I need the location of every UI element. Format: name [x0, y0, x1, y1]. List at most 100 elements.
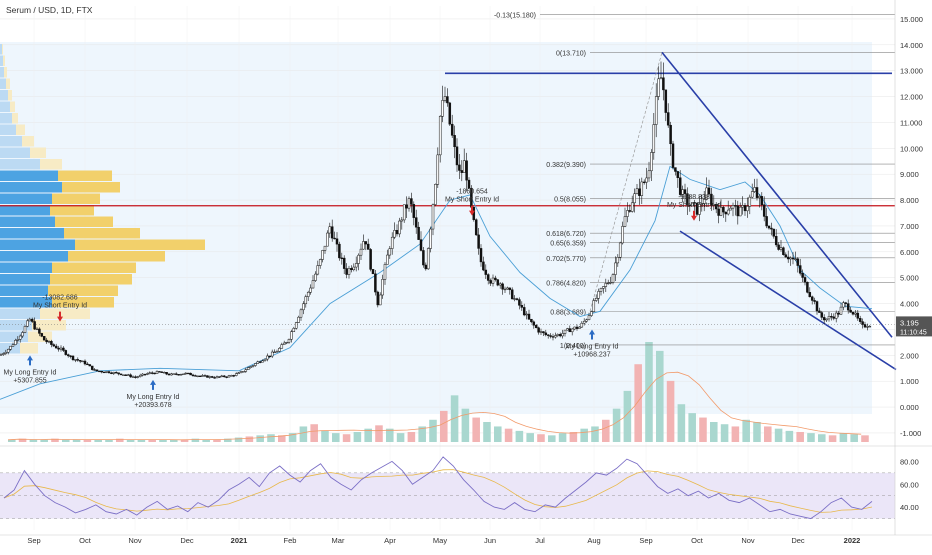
candle-body	[263, 358, 267, 362]
candle-body	[662, 77, 665, 91]
x-tick-label: Dec	[791, 536, 805, 545]
candle-body	[11, 344, 15, 347]
volume-bar	[245, 436, 254, 442]
volume-profile-bar	[0, 216, 55, 227]
x-tick-label: Oct	[691, 536, 704, 545]
candle-body	[414, 217, 418, 228]
volume-bar	[105, 439, 113, 442]
candle-body	[772, 228, 776, 237]
entry-label: My Short Entry Id	[33, 303, 87, 310]
candle-body	[376, 291, 380, 306]
volume-bar	[828, 435, 837, 442]
candle-body	[369, 249, 372, 270]
candle-body	[419, 239, 423, 251]
volume-bar	[51, 438, 59, 442]
candle-body	[198, 375, 202, 377]
candle-body	[69, 355, 72, 357]
candle-body	[710, 193, 713, 206]
volume-bar	[677, 404, 686, 442]
candle-body	[474, 219, 478, 236]
candle-body	[275, 351, 279, 353]
volume-bar	[785, 430, 794, 442]
candle-body	[674, 167, 677, 172]
candle-body	[321, 250, 324, 260]
volume-profile-bar	[0, 262, 52, 273]
candle-body	[813, 300, 816, 302]
volume-bar	[126, 439, 135, 442]
candle-body	[143, 373, 147, 376]
rsi-ma-line	[3, 469, 873, 513]
candle-body	[530, 318, 533, 323]
entry-label: My Long Entry Id	[566, 343, 619, 350]
volume-bar	[234, 437, 243, 442]
candle-body	[810, 296, 814, 301]
candle-body	[748, 196, 752, 207]
candle-body	[443, 96, 447, 101]
candle-body	[863, 324, 867, 328]
candle-body	[801, 273, 804, 278]
volume-bar	[656, 350, 664, 442]
chart-title: Serum / USD, 1D, FTX	[6, 5, 93, 15]
candle-body	[52, 344, 56, 347]
candle-body	[160, 371, 164, 373]
candle-body	[590, 311, 593, 316]
volume-bar	[602, 419, 610, 442]
volume-bar	[850, 434, 858, 442]
candle-body	[328, 226, 332, 234]
y-tick-label: 14.000	[900, 41, 923, 50]
candle-body	[786, 256, 790, 260]
volume-bar	[515, 430, 524, 442]
volume-profile-bar	[28, 331, 52, 342]
candle-body	[580, 322, 584, 328]
candle-body	[78, 360, 82, 362]
candle-body	[450, 123, 454, 136]
candle-body	[726, 209, 730, 215]
candle-body	[287, 339, 291, 343]
candle-body	[851, 311, 855, 315]
candle-body	[148, 372, 152, 374]
x-tick-label: 2021	[231, 536, 248, 545]
trend-line[interactable]	[661, 51, 893, 338]
candle-body	[743, 205, 747, 212]
candle-body	[669, 124, 672, 145]
candle-body	[460, 170, 464, 173]
candle-body	[71, 355, 75, 360]
candle-body	[47, 341, 51, 343]
candle-body	[570, 328, 574, 333]
candle-body	[734, 205, 737, 207]
candle-body	[659, 77, 663, 80]
candle-body	[242, 371, 245, 373]
volume-profile-bar	[0, 78, 6, 89]
candle-body	[402, 204, 406, 221]
candle-body	[731, 205, 735, 209]
long-entry-arrow-icon	[150, 379, 156, 390]
candle-body	[455, 146, 459, 166]
candle-body	[4, 351, 8, 354]
candle-body	[762, 204, 766, 217]
candle-body	[638, 188, 641, 196]
y-tick-label: 15.000	[900, 15, 923, 24]
candle-body	[630, 202, 634, 212]
fib-level-label: 0.382(9.390)	[546, 162, 586, 169]
candle-body	[465, 160, 468, 181]
volume-bar	[137, 439, 146, 442]
candle-body	[335, 238, 339, 245]
entry-label: My Short Entry Id	[667, 202, 721, 209]
candle-body	[266, 355, 269, 360]
candle-body	[26, 320, 29, 327]
volume-profile-bar	[0, 297, 52, 308]
current-price-tag[interactable]	[896, 316, 932, 337]
candle-body	[633, 193, 636, 204]
trend-line[interactable]	[679, 230, 897, 371]
candle-body	[131, 376, 135, 378]
candle-body	[64, 350, 68, 355]
candle-body	[23, 326, 27, 333]
volume-profile-bar	[52, 262, 136, 273]
candle-body	[83, 360, 87, 365]
candle-body	[93, 369, 96, 371]
candle-body	[174, 373, 178, 375]
candle-body	[520, 305, 524, 308]
volume-profile-bar	[6, 78, 10, 89]
candle-body	[184, 372, 188, 375]
